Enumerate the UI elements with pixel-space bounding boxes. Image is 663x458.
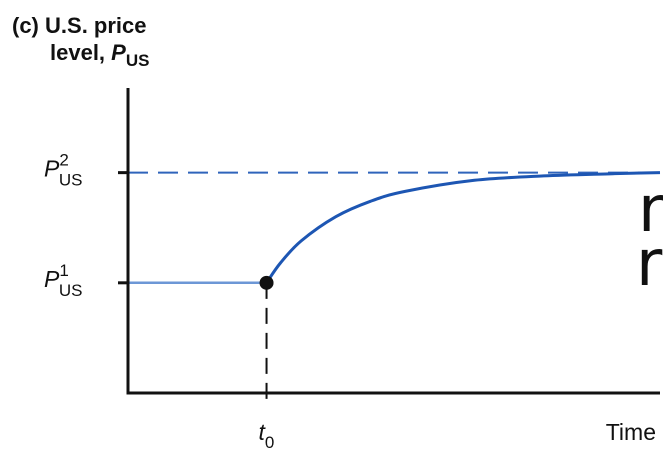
cropped-text-fragment: r <box>636 227 663 301</box>
chart-title-line1: (c) U.S. price <box>12 13 147 38</box>
p2-symbol: P <box>44 156 60 182</box>
title-symbol: P <box>111 40 126 65</box>
x-axis-label: Time <box>606 419 656 445</box>
chart-title-line2: level, PUS <box>50 40 149 70</box>
p1-sup: 1 <box>59 261 68 280</box>
y-tick-label-p2: P2 US <box>44 151 82 190</box>
p2-sub: US <box>59 171 83 190</box>
p1-symbol: P <box>44 266 60 292</box>
cropped-text-fragment: n <box>638 173 663 247</box>
series-line-after-t0 <box>265 171 661 284</box>
panel-label: (c) <box>12 13 39 38</box>
title-text-2: level, <box>50 40 111 65</box>
y-tick-label-p1: P1 US <box>44 261 82 300</box>
title-symbol-sub: US <box>126 51 150 70</box>
p1-sub: US <box>59 281 83 300</box>
p2-sup: 2 <box>59 151 68 170</box>
t0-sub: 0 <box>265 433 274 452</box>
t0-point <box>259 275 274 290</box>
t0-symbol: t <box>259 419 267 445</box>
title-text-1: U.S. price <box>45 13 146 38</box>
x-tick-label-t0: t0 <box>259 419 275 452</box>
